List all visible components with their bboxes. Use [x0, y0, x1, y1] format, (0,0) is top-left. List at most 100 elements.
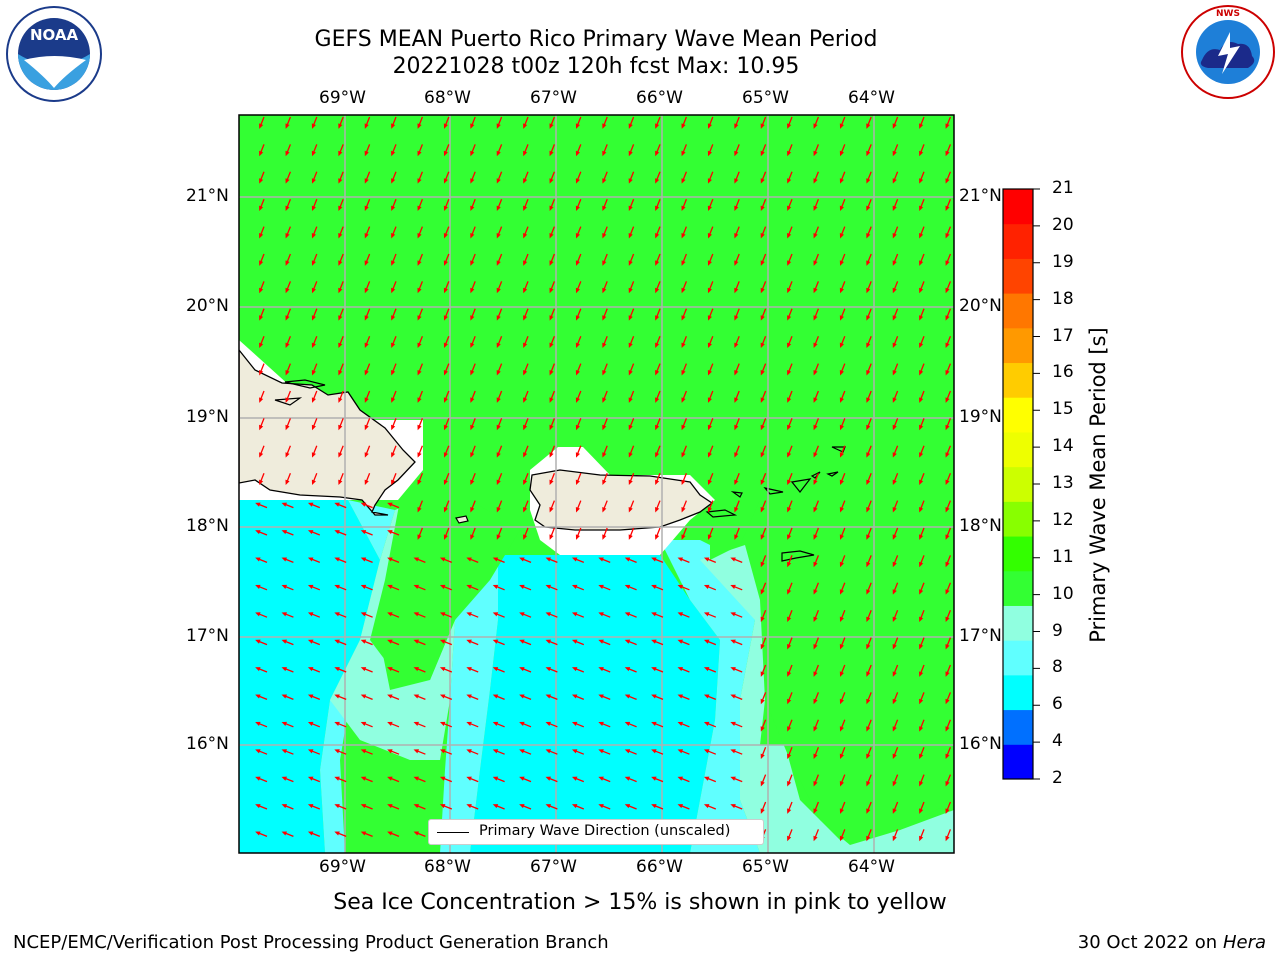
wave-arrow-head	[338, 397, 343, 403]
map-frame	[238, 114, 955, 854]
wave-arrow-head	[787, 780, 792, 787]
wave-arrow-head	[571, 721, 578, 726]
wave-arrow-head	[338, 369, 343, 376]
wave-arrow-head	[285, 452, 290, 458]
wave-arrow-head	[334, 639, 340, 644]
wave-arrow-head	[866, 753, 871, 760]
wave-arrow-head	[839, 561, 844, 568]
wave-arrow-head	[492, 612, 499, 617]
wave-arrow-head	[360, 530, 367, 535]
wave-arrow-head	[549, 397, 554, 403]
wave-arrow-head	[545, 639, 552, 644]
longitude-label: 67°W	[530, 857, 577, 877]
wave-arrow-head	[523, 205, 528, 212]
wave-arrow-head	[443, 150, 448, 157]
wave-arrow-head	[519, 749, 525, 754]
wave-arrow-head	[651, 667, 657, 672]
wave-arrow-head	[892, 342, 897, 349]
wave-arrow-head	[571, 612, 578, 617]
map-legend: Primary Wave Direction (unscaled)	[428, 819, 764, 845]
wave-arrow-head	[549, 506, 554, 513]
wave-arrow-head	[311, 232, 316, 239]
wave-arrow-head	[311, 150, 316, 157]
wave-arrow-head	[285, 479, 290, 486]
wave-arrow-head	[334, 721, 340, 726]
wave-arrow-head	[839, 616, 844, 623]
wave-arrow-head	[655, 397, 660, 403]
wave-arrow-head	[523, 123, 528, 129]
colorbar-tick-label: 20	[1052, 214, 1074, 235]
wave-arrow-head	[443, 260, 448, 266]
wave-arrow-head	[651, 694, 657, 699]
colorbar	[1002, 188, 1040, 780]
wave-arrow-head	[285, 397, 290, 403]
wave-arrow-head	[655, 150, 660, 157]
legend-line-swatch	[437, 832, 469, 833]
wave-arrow-head	[470, 315, 475, 321]
wave-arrow-head	[866, 205, 871, 212]
wave-arrow-head	[545, 776, 552, 781]
wave-arrow-head	[866, 424, 871, 431]
wave-arrow-head	[417, 369, 422, 376]
wave-arrow-head	[787, 753, 792, 760]
wave-arrow-head	[598, 612, 604, 617]
wave-arrow-head	[575, 369, 580, 376]
wave-arrow-head	[364, 452, 369, 458]
wave-arrow-head	[255, 804, 261, 809]
wave-arrow-head	[839, 479, 844, 486]
wave-arrow-head	[338, 150, 343, 157]
wave-arrow-head	[866, 369, 871, 376]
wave-arrow-head	[760, 452, 765, 458]
wave-arrow-head	[839, 780, 844, 787]
wave-arrow-head	[281, 530, 288, 535]
wave-arrow-head	[945, 342, 950, 349]
noaa-logo: NOAA	[6, 6, 102, 102]
wave-arrow-head	[655, 534, 660, 540]
wave-arrow-head	[734, 369, 739, 376]
wave-arrow-head	[519, 804, 525, 809]
wave-arrow-head	[866, 315, 871, 321]
graticule	[239, 115, 954, 853]
wave-arrow-head	[734, 342, 739, 349]
wave-arrow-head	[575, 315, 580, 321]
wave-arrow-head	[602, 205, 607, 212]
wave-arrow-head	[703, 557, 710, 562]
colorbar-segment	[1003, 293, 1033, 329]
wave-arrow-head	[259, 287, 264, 294]
wave-arrow-head	[417, 232, 422, 239]
wave-arrow-head	[787, 726, 792, 732]
wave-arrow-head	[707, 534, 712, 540]
colorbar-tick-label: 8	[1052, 657, 1063, 678]
wave-arrow-head	[919, 643, 924, 650]
chart-title: GEFS MEAN Puerto Rico Primary Wave Mean …	[314, 27, 878, 52]
wave-arrow-head	[945, 452, 950, 458]
wave-arrow-head	[760, 726, 765, 732]
wave-arrow-head	[413, 804, 420, 809]
wave-arrow-head	[760, 150, 765, 157]
wave-arrow-head	[443, 178, 448, 184]
wave-arrow-head	[281, 639, 288, 644]
wave-arrow-head	[439, 776, 446, 781]
wave-arrow-head	[760, 698, 765, 705]
wave-arrow-head	[307, 721, 314, 726]
wave-arrow-head	[334, 530, 340, 535]
colorbar-tick-label: 2	[1052, 768, 1063, 788]
wave-arrow-head	[519, 557, 525, 562]
latitude-label: 19°N	[186, 407, 229, 427]
wave-arrow-head	[575, 178, 580, 184]
wave-arrow-head	[387, 694, 393, 699]
wave-arrow-head	[707, 150, 712, 157]
wave-arrow-head	[892, 287, 897, 294]
wave-arrow-head	[545, 584, 552, 589]
wave-arrow-head	[787, 589, 792, 595]
wave-arrow-head	[417, 424, 422, 431]
wave-arrow-head	[334, 694, 340, 699]
wave-arrow-head	[470, 506, 475, 513]
wave-arrow-head	[813, 780, 818, 787]
wave-arrow-head	[919, 315, 924, 321]
wave-arrow-head	[787, 643, 792, 650]
wave-arrow-head	[391, 205, 396, 212]
wave-arrow-head	[417, 452, 422, 458]
wave-arrow-head	[813, 424, 818, 431]
wave-arrow-head	[598, 639, 604, 644]
